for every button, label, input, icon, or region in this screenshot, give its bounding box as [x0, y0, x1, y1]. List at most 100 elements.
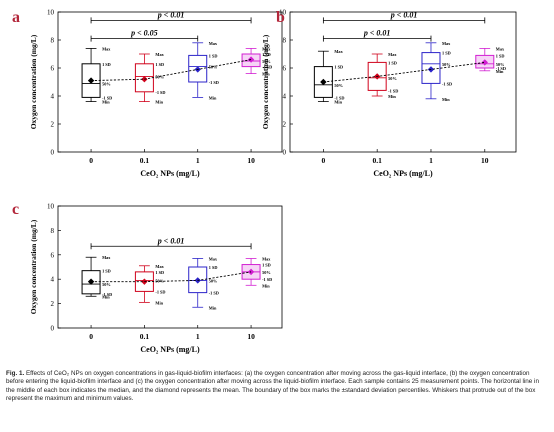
mean-marker: [320, 78, 327, 86]
x-tick-label: 10: [481, 156, 489, 165]
y-tick-label: 4: [51, 93, 55, 101]
label-max: Max: [388, 52, 397, 57]
x-tick-label: 0: [89, 332, 93, 341]
y-tick-label: 8: [51, 37, 55, 45]
x-tick-label: 1: [429, 156, 433, 165]
caption-text: Effects of CeO₂ NPs on oxygen concentrat…: [6, 370, 539, 402]
x-axis-label: CeO₂ NPs (mg/L): [140, 169, 200, 178]
label-min: Min: [388, 94, 396, 99]
label-max: Max: [209, 256, 218, 261]
bracket-label: p < 0.01: [157, 236, 185, 245]
label-min: Min: [102, 100, 110, 105]
box-rect: [313, 66, 333, 98]
label-min: Min: [209, 305, 217, 310]
x-tick-label: 10: [247, 332, 255, 341]
label-max: Max: [102, 46, 111, 51]
plot-frame: [57, 11, 283, 153]
panel-a: a 0 2 4 6 8 10 0 0.1 1 10 CeO₂ NPs (mg/L) Oxygen con…: [12, 9, 283, 178]
box-rect: [188, 54, 208, 83]
y-axis-label: Oxygen concentration (mg/L): [261, 34, 270, 129]
label-median-pct: 50%: [102, 282, 111, 287]
mean-marker: [481, 59, 488, 66]
y-tick-label: 10: [47, 9, 55, 17]
mean-trend-line: [91, 271, 252, 283]
label-min: Min: [334, 100, 342, 105]
label-sd-plus: 1 SD: [209, 265, 218, 270]
x-tick-label: 1: [196, 156, 200, 165]
significance-bracket: p < 0.01: [90, 10, 252, 24]
x-tick-label: 0.1: [140, 332, 150, 341]
label-sd-minus: -1 SD: [209, 291, 219, 296]
x-tick-label: 0: [321, 156, 325, 165]
label-median-pct: 50%: [334, 83, 343, 88]
y-axis-label: Oxygen concentration (mg/L): [29, 219, 38, 314]
y-tick-label: 0: [51, 325, 55, 333]
figure-caption: Fig. 1. Effects of CeO₂ NPs on oxygen co…: [6, 370, 548, 403]
y-tick-label: 4: [283, 93, 287, 101]
label-sd-plus: 1 SD: [496, 53, 505, 58]
label-max: Max: [334, 49, 343, 54]
x-axis-label: CeO₂ NPs (mg/L): [373, 169, 433, 178]
y-tick-label: 2: [51, 300, 55, 308]
label-sd-plus: 1 SD: [442, 51, 451, 56]
y-tick-label: 6: [283, 65, 287, 73]
label-max: Max: [262, 256, 271, 261]
label-min: Min: [262, 72, 270, 77]
label-min: Min: [442, 97, 450, 102]
x-axis-label: CeO₂ NPs (mg/L): [140, 345, 200, 354]
label-max: Max: [102, 255, 111, 260]
bracket-label: p < 0.01: [363, 29, 391, 38]
y-tick-label: 10: [279, 9, 287, 17]
label-median-pct: 50%: [155, 74, 164, 79]
y-tick-label: 6: [51, 65, 55, 73]
label-min: Min: [262, 283, 270, 288]
significance-bracket: p < 0.01: [90, 236, 252, 250]
label-sd-plus: 1 SD: [388, 60, 397, 65]
label-sd-minus: -1 SD: [209, 80, 219, 85]
label-median-pct: 50%: [388, 76, 397, 81]
mean-marker: [247, 56, 255, 63]
x-tick-label: 0: [89, 156, 93, 165]
x-tick-label: 0.1: [372, 156, 382, 165]
label-max: Max: [442, 41, 451, 46]
mean-marker: [87, 77, 95, 84]
label-sd-minus: -1 SD: [262, 277, 272, 282]
panel-b: b 0 2 4 6 8 10 0 0.1 1 10 CeO₂ NPs (mg/L) Oxygen con…: [261, 9, 517, 178]
label-sd-minus: -1 SD: [102, 292, 112, 297]
label-median-pct: 50%: [209, 278, 218, 283]
label-sd-minus: -1 SD: [334, 95, 344, 100]
x-tick-label: 10: [247, 156, 255, 165]
significance-bracket: p < 0.01: [322, 29, 432, 42]
label-max: Max: [262, 46, 271, 51]
box-1: Max 1 SD 50% -1 SD Min: [134, 52, 166, 105]
panel-c: c 0 2 4 6 8 10 0 0.1 1 10 CeO₂ NPs (mg/L) Oxygen con…: [12, 201, 283, 354]
panel-letter: a: [12, 9, 20, 26]
label-median-pct: 50%: [209, 65, 218, 70]
label-min: Min: [102, 294, 110, 299]
mean-trend-line: [323, 61, 485, 83]
label-min: Min: [155, 100, 163, 105]
label-median-pct: 50%: [496, 62, 505, 67]
label-max: Max: [155, 52, 164, 57]
label-sd-minus: -1 SD: [442, 81, 452, 86]
box-rect: [81, 270, 101, 295]
label-sd-plus: 1 SD: [155, 62, 164, 67]
y-tick-label: 0: [51, 149, 55, 157]
label-sd-minus: -1 SD: [155, 90, 165, 95]
significance-bracket: p < 0.01: [322, 10, 486, 24]
y-tick-label: 2: [51, 121, 55, 129]
label-median-pct: 50%: [102, 81, 111, 86]
label-sd-minus: -1 SD: [262, 65, 272, 70]
label-sd-minus: -1 SD: [388, 88, 398, 93]
label-max: Max: [209, 41, 218, 46]
y-tick-label: 0: [283, 149, 287, 157]
box-rect: [188, 266, 208, 294]
caption-fig-label: Fig. 1.: [6, 370, 25, 377]
label-min: Min: [496, 69, 504, 74]
label-median-pct: 50%: [442, 62, 451, 67]
